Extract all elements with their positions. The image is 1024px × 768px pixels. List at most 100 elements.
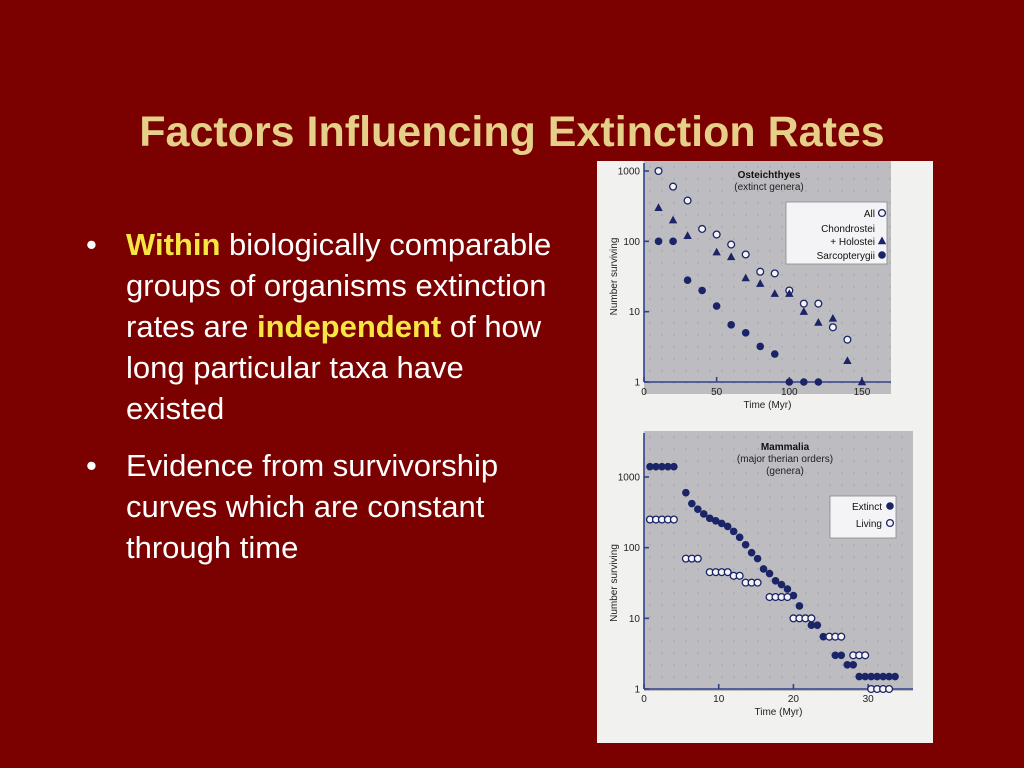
legend-marker [877, 236, 887, 245]
data-point [698, 286, 706, 295]
data-point [727, 321, 735, 329]
data-point [765, 569, 774, 578]
chart-title: Osteichthyes [738, 170, 801, 181]
texture-dot [733, 370, 735, 372]
slide-title: Factors Influencing Extinction Rates [139, 108, 885, 156]
texture-dot [721, 262, 723, 264]
texture-dot [757, 202, 759, 204]
data-point [683, 196, 692, 205]
texture-dot [889, 448, 891, 450]
texture-dot [769, 310, 771, 312]
texture-dot [805, 544, 807, 546]
texture-dot [649, 310, 651, 312]
texture-dot [673, 274, 675, 276]
texture-dot [865, 460, 867, 462]
texture-dot [673, 580, 675, 582]
texture-dot [721, 592, 723, 594]
data-point [885, 672, 893, 681]
texture-dot [661, 508, 663, 510]
data-point [693, 554, 702, 563]
texture-dot [745, 652, 747, 654]
texture-dot [745, 604, 747, 606]
texture-dot [865, 298, 867, 300]
texture-dot [721, 202, 723, 204]
texture-dot [817, 556, 819, 558]
data-point [783, 593, 792, 602]
texture-dot [793, 508, 795, 510]
texture-dot [901, 652, 903, 654]
texture-dot [745, 448, 747, 450]
texture-dot [709, 676, 711, 678]
texture-dot [661, 274, 663, 276]
texture-dot [721, 274, 723, 276]
legend-marker [878, 251, 886, 259]
texture-dot [661, 262, 663, 264]
y-tick-label: 1000 [618, 167, 641, 178]
texture-dot [901, 676, 903, 678]
texture-dot [889, 190, 891, 192]
texture-dot [709, 652, 711, 654]
texture-dot [649, 496, 651, 498]
texture-dot [817, 592, 819, 594]
texture-dot [673, 322, 675, 324]
data-point [712, 247, 721, 256]
texture-dot [685, 460, 687, 462]
texture-dot [817, 298, 819, 300]
texture-dot [733, 298, 735, 300]
data-point [770, 269, 779, 278]
texture-dot [853, 322, 855, 324]
texture-dot [733, 202, 735, 204]
texture-dot [685, 346, 687, 348]
texture-dot [649, 460, 651, 462]
texture-dot [841, 178, 843, 180]
texture-dot [745, 166, 747, 168]
texture-dot [793, 532, 795, 534]
texture-dot [685, 532, 687, 534]
data-point [867, 672, 875, 681]
texture-dot [709, 556, 711, 558]
texture-dot [649, 358, 651, 360]
texture-dot [649, 580, 651, 582]
data-point [861, 651, 870, 660]
texture-dot [889, 226, 891, 228]
texture-dot [853, 166, 855, 168]
texture-dot [877, 298, 879, 300]
texture-dot [865, 274, 867, 276]
texture-dot [733, 568, 735, 570]
texture-dot [829, 460, 831, 462]
texture-dot [793, 664, 795, 666]
texture-dot [781, 250, 783, 252]
texture-dot [649, 556, 651, 558]
x-tick-label: 30 [863, 694, 875, 705]
texture-dot [721, 226, 723, 228]
texture-dot [673, 370, 675, 372]
legend-label: Extinct [852, 502, 882, 513]
texture-dot [877, 628, 879, 630]
texture-dot [745, 664, 747, 666]
texture-dot [709, 640, 711, 642]
texture-dot [697, 640, 699, 642]
texture-dot [841, 472, 843, 474]
texture-dot [733, 616, 735, 618]
texture-dot [673, 166, 675, 168]
texture-dot [721, 358, 723, 360]
x-tick-label: 10 [713, 694, 725, 705]
texture-dot [649, 334, 651, 336]
texture-dot [721, 298, 723, 300]
texture-dot [733, 556, 735, 558]
legend-box [785, 201, 888, 265]
texture-dot [673, 214, 675, 216]
texture-dot [745, 460, 747, 462]
texture-dot [697, 592, 699, 594]
texture-dot [649, 628, 651, 630]
texture-dot [673, 676, 675, 678]
texture-dot [745, 436, 747, 438]
texture-dot [661, 580, 663, 582]
texture-dot [673, 262, 675, 264]
texture-dot [757, 310, 759, 312]
texture-dot [805, 334, 807, 336]
texture-dot [673, 286, 675, 288]
texture-dot [697, 166, 699, 168]
texture-dot [841, 628, 843, 630]
